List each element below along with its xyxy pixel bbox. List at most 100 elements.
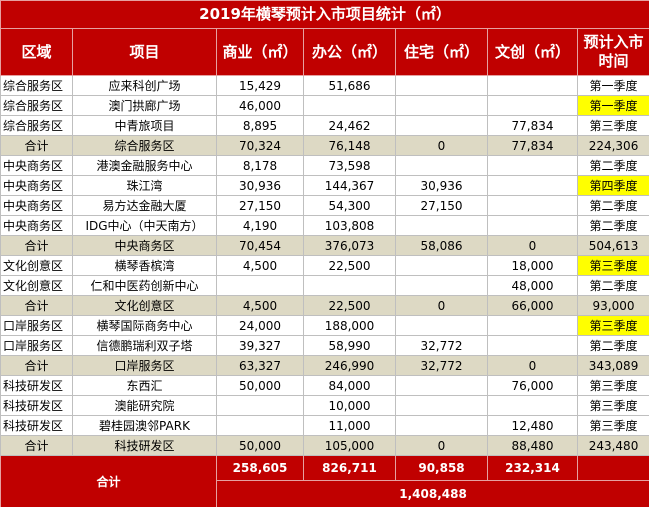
cell: 103,808 xyxy=(303,215,396,236)
cell: 综合服务区 xyxy=(72,135,217,156)
cell: 口岸服务区 xyxy=(72,355,217,376)
data-row: 文化创意区 仁和中医药创新中心 48,000 第二季度 xyxy=(0,275,649,296)
cell xyxy=(487,175,578,196)
cell: 24,462 xyxy=(303,115,396,136)
header-cell: 文创（㎡） xyxy=(487,28,578,76)
cell: 105,000 xyxy=(303,435,396,456)
cell: 合计 xyxy=(0,435,73,456)
cell: 144,367 xyxy=(303,175,396,196)
cell: 0 xyxy=(487,355,578,376)
cell: 27,150 xyxy=(395,195,488,216)
cell: 50,000 xyxy=(216,375,304,396)
cell xyxy=(395,255,488,276)
cell: 0 xyxy=(395,295,488,316)
cell: 第三季度 xyxy=(576,115,649,136)
cell: 76,000 xyxy=(487,375,578,396)
cell: 第二季度 xyxy=(576,155,649,176)
cell: 66,000 xyxy=(487,295,578,316)
cell: 73,598 xyxy=(303,155,396,176)
cell: 科技研发区 xyxy=(0,395,73,416)
cell: 15,429 xyxy=(216,75,304,96)
cell: 8,895 xyxy=(216,115,304,136)
cell: 90,858 xyxy=(395,455,488,481)
cell: 港澳金融服务中心 xyxy=(72,155,217,176)
data-row: 口岸服务区 信德鹏瑞利双子塔 39,327 58,990 32,772 第二季度 xyxy=(0,335,649,356)
subtotal-row: 合计 中央商务区 70,454 376,073 58,086 0 504,613 xyxy=(0,235,649,256)
cell: 826,711 xyxy=(303,455,396,481)
cell: 58,086 xyxy=(395,235,488,256)
data-row: 综合服务区 澳门拱廊广场 46,000 第一季度 xyxy=(0,95,649,116)
data-row: 中央商务区 珠江湾 30,936 144,367 30,936 第四季度 xyxy=(0,175,649,196)
cell: 84,000 xyxy=(303,375,396,396)
cell xyxy=(487,195,578,216)
cell: 0 xyxy=(487,235,578,256)
header-cell: 住宅（㎡） xyxy=(395,28,488,76)
cell xyxy=(395,395,488,416)
cell xyxy=(216,275,304,296)
cell: 合计 xyxy=(0,455,217,507)
cell: 文化创意区 xyxy=(0,255,73,276)
data-row: 中央商务区 易方达金融大厦 27,150 54,300 27,150 第二季度 xyxy=(0,195,649,216)
subtotal-row: 合计 口岸服务区 63,327 246,990 32,772 0 343,089 xyxy=(0,355,649,376)
cell xyxy=(395,315,488,336)
cell: 易方达金融大厦 xyxy=(72,195,217,216)
cell: 8,178 xyxy=(216,155,304,176)
cell: 504,613 xyxy=(576,235,649,256)
cell: 11,000 xyxy=(303,415,396,436)
cell: 376,073 xyxy=(303,235,396,256)
cell xyxy=(487,395,578,416)
cell: 27,150 xyxy=(216,195,304,216)
cell xyxy=(303,275,396,296)
cell xyxy=(487,315,578,336)
header-cell: 商业（㎡） xyxy=(216,28,304,76)
cell: 东西汇 xyxy=(72,375,217,396)
cell xyxy=(216,415,304,436)
cell: 30,936 xyxy=(395,175,488,196)
cell: 63,327 xyxy=(216,355,304,376)
subtotal-row: 合计 文化创意区 4,500 22,500 0 66,000 93,000 xyxy=(0,295,649,316)
cell: 信德鹏瑞利双子塔 xyxy=(72,335,217,356)
cell: 横琴国际商务中心 xyxy=(72,315,217,336)
cell: 1,408,488 xyxy=(215,480,649,507)
total-row: 合计 258,605 826,711 90,858 232,314 xyxy=(0,455,649,507)
cell: 22,500 xyxy=(303,255,396,276)
cell: 第三季度 xyxy=(576,375,649,396)
data-row: 科技研发区 澳能研究院 10,000 第三季度 xyxy=(0,395,649,416)
cell xyxy=(395,75,488,96)
cell: 中央商务区 xyxy=(0,195,73,216)
cell: 48,000 xyxy=(487,275,578,296)
cell: 第三季度 xyxy=(576,315,649,336)
cell: 第二季度 xyxy=(576,335,649,356)
data-row: 综合服务区 应来科创广场 15,429 51,686 第一季度 xyxy=(0,75,649,96)
cell xyxy=(487,215,578,236)
cell: 综合服务区 xyxy=(0,75,73,96)
cell: 澳能研究院 xyxy=(72,395,217,416)
cell: 澳门拱廊广场 xyxy=(72,95,217,116)
cell: 4,500 xyxy=(216,255,304,276)
cell: 中央商务区 xyxy=(72,235,217,256)
cell: 12,480 xyxy=(487,415,578,436)
header-cell: 预计入市时间 xyxy=(576,28,649,76)
cell: 39,327 xyxy=(216,335,304,356)
header-cell: 项目 xyxy=(72,28,217,76)
cell xyxy=(395,415,488,436)
cell: 应来科创广场 xyxy=(72,75,217,96)
cell: 科技研发区 xyxy=(72,435,217,456)
cell: 合计 xyxy=(0,135,73,156)
data-row: 文化创意区 横琴香槟湾 4,500 22,500 18,000 第三季度 xyxy=(0,255,649,276)
cell xyxy=(395,155,488,176)
cell: 文化创意区 xyxy=(0,275,73,296)
cell xyxy=(395,275,488,296)
cell: 24,000 xyxy=(216,315,304,336)
cell: 中央商务区 xyxy=(0,175,73,196)
cell: 30,936 xyxy=(216,175,304,196)
cell xyxy=(395,215,488,236)
cell xyxy=(576,455,649,481)
cell: 258,605 xyxy=(216,455,304,481)
cell xyxy=(395,95,488,116)
cell: 188,000 xyxy=(303,315,396,336)
cell: 第三季度 xyxy=(576,395,649,416)
cell: 合计 xyxy=(0,235,73,256)
cell: 中央商务区 xyxy=(0,155,73,176)
cell: 4,190 xyxy=(216,215,304,236)
